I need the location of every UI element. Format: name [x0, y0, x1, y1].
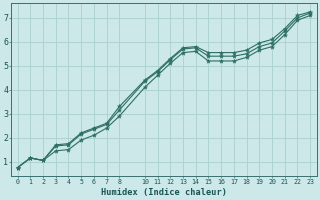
- X-axis label: Humidex (Indice chaleur): Humidex (Indice chaleur): [101, 188, 227, 197]
